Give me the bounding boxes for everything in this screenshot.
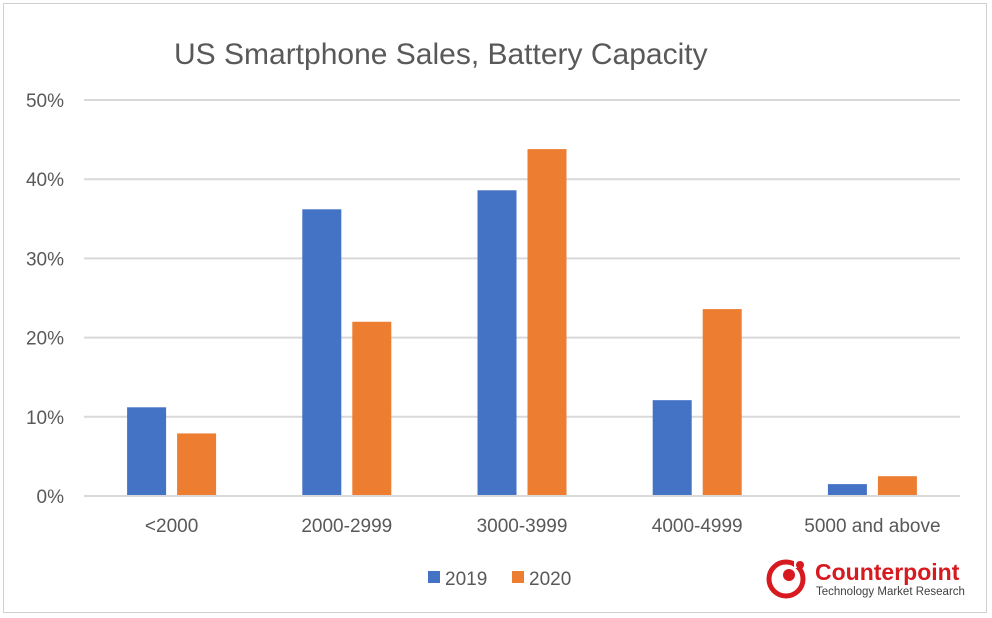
- brand-name: Counterpoint: [815, 559, 960, 585]
- bars: [127, 149, 917, 496]
- y-tick-label: 20%: [26, 329, 64, 350]
- counterpoint-logo-icon: [766, 556, 806, 599]
- legend-label: 2019: [445, 569, 487, 590]
- y-tick-label: 50%: [26, 91, 64, 112]
- legend-swatch-2019: [428, 571, 440, 583]
- bar-2020-4: [877, 476, 917, 496]
- brand-tagline: Technology Market Research: [816, 586, 965, 598]
- x-tick-label: 5000 and above: [804, 516, 940, 537]
- legend-swatch-2020: [512, 571, 524, 583]
- bar-2019-2: [477, 190, 517, 496]
- counterpoint-logo: Counterpoint Technology Market Research: [766, 556, 965, 599]
- x-tick-label: 2000-2999: [301, 516, 392, 537]
- legend-label: 2020: [529, 569, 571, 590]
- y-tick-label: 10%: [26, 408, 64, 429]
- bar-2020-2: [527, 149, 567, 496]
- legend: 2019 2020: [428, 569, 571, 590]
- bar-2019-1: [302, 209, 342, 496]
- y-axis-ticks: 0% 10% 20% 30% 40% 50%: [26, 91, 64, 508]
- chart-title: US Smartphone Sales, Battery Capacity: [174, 38, 708, 71]
- bar-2020-0: [177, 433, 217, 496]
- bar-2019-3: [652, 400, 692, 496]
- gridlines: [84, 99, 960, 418]
- x-axis-ticks: <2000 2000-2999 3000-3999 4000-4999 5000 and…: [145, 516, 941, 537]
- y-tick-label: 30%: [26, 249, 64, 270]
- x-tick-label: 4000-4999: [652, 516, 743, 537]
- x-tick-label: <2000: [145, 516, 198, 537]
- x-tick-label: 3000-3999: [477, 516, 568, 537]
- bar-2020-1: [352, 321, 392, 496]
- bar-2019-0: [127, 407, 167, 496]
- bar-2019-4: [827, 484, 867, 496]
- bar-2020-3: [702, 309, 742, 496]
- y-tick-label: 40%: [26, 170, 64, 191]
- y-tick-label: 0%: [37, 487, 65, 508]
